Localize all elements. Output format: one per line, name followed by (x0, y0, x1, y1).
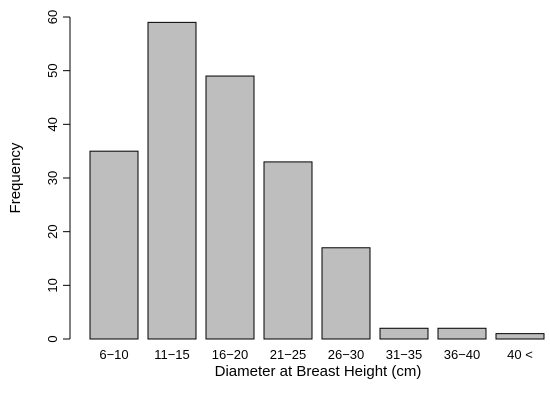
x-category-label: 11−15 (154, 347, 190, 362)
bar-1 (147, 21, 197, 340)
y-tick-label: 20 (45, 224, 60, 238)
x-category-label: 21−25 (270, 347, 307, 362)
y-tick-label: 40 (45, 117, 60, 131)
x-category-label: 36−40 (444, 347, 481, 362)
x-axis-title: Diameter at Breast Height (cm) (215, 363, 422, 380)
y-tick-label: 50 (45, 63, 60, 77)
x-category-label: 31−35 (386, 347, 423, 362)
bar-7 (495, 333, 545, 340)
bar-5 (379, 327, 429, 340)
y-tick-label: 0 (45, 335, 60, 342)
y-axis: 0 10 20 30 40 50 60 (45, 10, 71, 343)
bar-3 (263, 161, 313, 340)
y-tick-label: 60 (45, 10, 60, 24)
bars (89, 21, 545, 340)
x-category-labels: 6−10 11−15 16−20 21−25 26−30 31−35 36−40 40 < (99, 347, 532, 362)
y-axis-title: Frequency (7, 142, 24, 213)
bar-0 (89, 150, 139, 340)
bar-4 (321, 247, 371, 340)
x-category-label: 26−30 (328, 347, 365, 362)
bar-2 (205, 75, 255, 340)
bar-6 (437, 327, 487, 340)
x-category-label: 40 < (507, 347, 533, 362)
x-category-label: 6−10 (99, 347, 128, 362)
y-tick-label: 30 (45, 171, 60, 185)
x-category-label: 16−20 (212, 347, 249, 362)
y-tick-label: 10 (45, 278, 60, 292)
